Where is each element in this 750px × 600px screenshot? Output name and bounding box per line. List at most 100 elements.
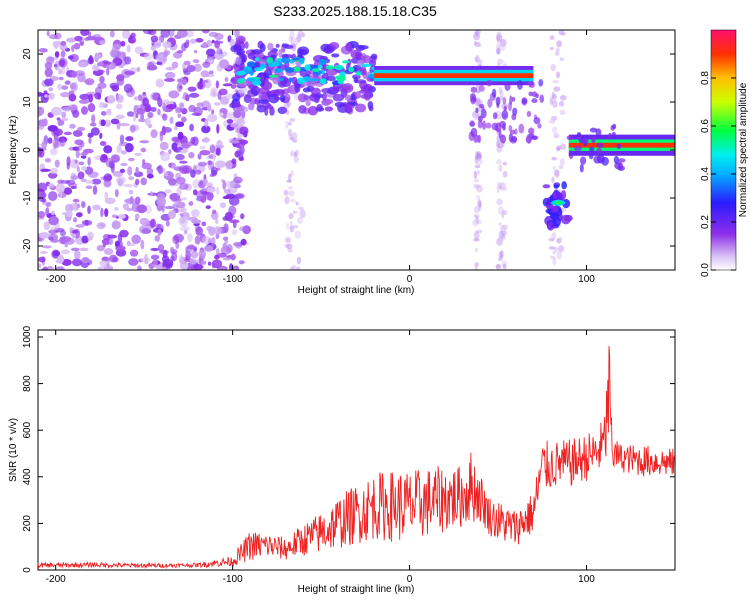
spectrogram-cell — [601, 156, 609, 166]
spectrogram-cell — [61, 111, 67, 118]
spectrogram-cell — [297, 93, 308, 103]
spectrogram-cell — [218, 112, 224, 117]
spectrogram-cell — [180, 116, 187, 123]
spectrogram-cell — [222, 242, 228, 250]
spectrogram-cell — [122, 203, 130, 211]
spectrogram-cell — [211, 109, 215, 115]
spectrogram-cell — [71, 233, 77, 239]
spectrogram-cell — [205, 205, 211, 210]
spectrogram-cell — [38, 210, 46, 218]
spectrogram-cell — [89, 122, 97, 127]
spectrogram-cell — [332, 93, 345, 102]
spectrogram-cell — [79, 247, 89, 252]
spectrogram-cell — [46, 30, 50, 37]
spectrogram-cell — [545, 204, 555, 210]
spectrogram-cell — [528, 127, 535, 135]
snr-x-tick-label: -200 — [46, 574, 66, 585]
spectrogram-cell — [87, 171, 99, 179]
spectrogram-cell — [202, 30, 210, 34]
spectrogram-cell — [64, 80, 71, 85]
spectrogram-cell — [305, 99, 311, 107]
spectrogram-cell — [501, 109, 509, 120]
spectrogram-cell — [58, 57, 68, 68]
spectrogram-cell — [68, 93, 77, 102]
spectrogram-cell — [296, 266, 301, 270]
spectrogram-cell — [162, 259, 174, 268]
spectrogram-cell — [40, 191, 47, 199]
spectrogram-cell — [108, 254, 118, 263]
spectrogram-cell — [150, 45, 156, 51]
spectrogram-x-tick-label: 0 — [407, 274, 413, 285]
spectrogram-cell — [146, 173, 154, 179]
spectrogram-cell — [251, 48, 263, 55]
spectrogram-cell — [168, 149, 172, 155]
spectrogram-cell — [100, 111, 107, 116]
spectrogram-cell — [190, 209, 200, 218]
spectrogram-cell — [496, 47, 500, 56]
spectrogram-cell — [312, 68, 320, 73]
spectrogram-cell — [549, 35, 555, 41]
colorbar-gradient — [710, 29, 737, 271]
spectrogram-cell — [185, 30, 194, 38]
spectrogram-cell — [85, 180, 94, 184]
spectrogram-cell — [157, 164, 163, 175]
spectrogram-cell — [171, 136, 181, 142]
spectrogram-cell — [103, 179, 112, 188]
spectrogram-cell — [502, 170, 508, 178]
spectrogram-cell — [370, 53, 378, 60]
spectrogram-cell — [202, 236, 211, 245]
spectrogram-cell — [547, 221, 555, 231]
spectrogram-cell — [495, 264, 501, 269]
spectrogram-cell — [321, 87, 332, 94]
spectrogram-cell — [279, 94, 286, 103]
spectrogram-cell — [96, 62, 104, 67]
spectrogram-cell — [229, 219, 240, 224]
spectrogram-cell — [552, 256, 557, 266]
spectrogram-cell — [498, 42, 506, 51]
spectrogram-cell — [99, 75, 105, 84]
spectrogram-cell — [54, 51, 60, 58]
spectrogram-cell — [106, 94, 115, 104]
spectrogram-cell — [63, 131, 73, 136]
spectrogram-cell — [45, 56, 55, 65]
spectrogram-cell — [552, 251, 557, 255]
spectrogram-cell — [496, 31, 502, 37]
spectrogram-cell — [209, 144, 216, 154]
spectrogram-cell — [139, 217, 149, 226]
spectrogram-cell — [52, 250, 60, 257]
spectrogram-cell — [233, 176, 243, 184]
spectrogram-cell — [136, 265, 142, 270]
spectrogram-cell — [48, 216, 59, 226]
spectrogram-cell — [146, 167, 154, 176]
spectrogram-cell — [81, 257, 90, 264]
spectrogram-cell — [345, 103, 352, 112]
spectrogram-cell — [476, 170, 481, 175]
spectrogram-cell — [188, 151, 195, 159]
spectrogram-cell — [91, 178, 102, 185]
spectrogram-cell — [200, 260, 207, 265]
spectrogram-cell — [511, 135, 518, 143]
spectrogram-cell — [87, 231, 94, 241]
spectrogram-cell — [179, 182, 189, 190]
spectrogram-cell — [202, 137, 210, 143]
spectrogram-cell — [67, 55, 74, 60]
spectrogram-cell — [157, 243, 165, 252]
spectrogram-cell — [331, 86, 339, 93]
spectrogram-cell — [103, 247, 114, 256]
spectrogram-cell — [334, 101, 345, 108]
spectrogram-cell — [119, 122, 130, 127]
spectrogram-cell — [190, 136, 196, 145]
spectrogram-cell — [258, 91, 270, 102]
spectrogram-cell — [210, 211, 219, 220]
spectrogram-cell — [58, 68, 62, 75]
spectrogram-cell — [108, 160, 115, 169]
spectrogram-cell — [38, 106, 45, 116]
spectrogram-cell — [289, 117, 296, 122]
spectrogram-cell — [126, 111, 135, 117]
spectrogram-cell — [222, 257, 232, 261]
spectrogram-cell — [200, 79, 209, 84]
spectrogram-cell — [160, 30, 170, 38]
spectrogram-cell — [310, 87, 321, 96]
spectrogram-cell — [581, 137, 589, 145]
spectrogram-cell — [116, 144, 122, 153]
